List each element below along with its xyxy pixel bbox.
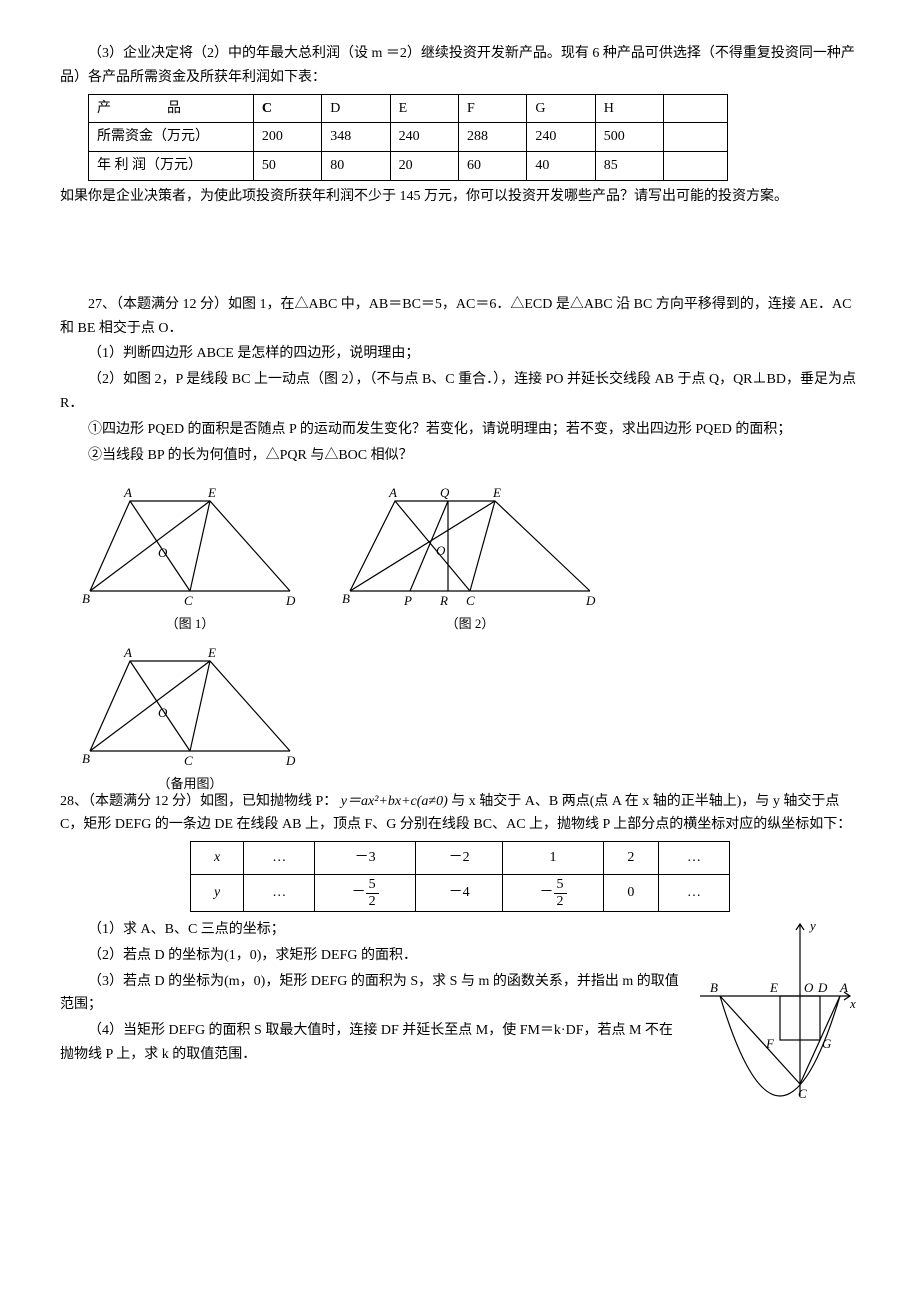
cell — [664, 94, 728, 123]
q28-figure: y x O A B D E F G C — [690, 916, 860, 1106]
cell: … — [658, 875, 729, 912]
cell: 240 — [527, 123, 595, 152]
svg-text:B: B — [82, 591, 90, 606]
svg-text:E: E — [207, 645, 216, 660]
svg-text:F: F — [765, 1036, 775, 1051]
q27-para-4: ①四边形 PQED 的面积是否随点 P 的运动而发生变化？若变化，请说明理由；若… — [60, 418, 860, 442]
q28-para-5: （4）当矩形 DEFG 的面积 S 取最大值时，连接 DF 并延长至点 M，使 … — [60, 1019, 682, 1067]
q27-para-5: ②当线段 BP 的长为何值时，△PQR 与△BOC 相似？ — [60, 444, 860, 468]
q27-figures-row-2: A E B C D O （备用图） — [80, 641, 860, 795]
cell — [664, 152, 728, 181]
svg-text:D: D — [285, 753, 296, 768]
q26-para-3: （3）企业决定将（2）中的年最大总利润（设 m ＝2）继续投资开发新产品。现有 … — [60, 42, 860, 90]
svg-text:B: B — [342, 591, 350, 606]
cell: 1 — [503, 842, 604, 875]
q28-para-2: （1）求 A、B、C 三点的坐标； — [60, 918, 682, 942]
q28-para-3: （2）若点 D 的坐标为(1，0)，求矩形 DEFG 的面积． — [60, 944, 682, 968]
q26-table: 产 品 C D E F G H 所需资金（万元） 200 348 240 288… — [88, 94, 728, 181]
q27-figure-3: A E B C D O — [80, 641, 300, 771]
svg-text:O: O — [158, 545, 168, 560]
table-row: 年 利 润（万元） 50 80 20 60 40 85 — [89, 152, 728, 181]
cell: C — [253, 94, 321, 123]
cell: 50 — [253, 152, 321, 181]
formula: y＝ax²+bx+c(a≠0) — [341, 794, 448, 809]
cell: －2 — [416, 842, 503, 875]
cell: … — [244, 875, 315, 912]
cell: … — [658, 842, 729, 875]
cell: 60 — [459, 152, 527, 181]
table-row: y … －52 －4 －52 0 … — [191, 875, 730, 912]
figure-caption: （图 2） — [446, 613, 495, 635]
cell: 20 — [390, 152, 458, 181]
svg-text:A: A — [123, 645, 132, 660]
svg-text:O: O — [436, 543, 446, 558]
svg-text:C: C — [184, 753, 193, 768]
table-row: 所需资金（万元） 200 348 240 288 240 500 — [89, 123, 728, 152]
q27-para-3: （2）如图 2，P 是线段 BC 上一动点（图 2），（不与点 B、C 重合．）… — [60, 368, 860, 416]
cell: H — [595, 94, 663, 123]
svg-text:D: D — [285, 593, 296, 608]
q28-para-1: 28、（本题满分 12 分）如图，已知抛物线 P： y＝ax²+bx+c(a≠0… — [60, 790, 860, 838]
cell: －52 — [503, 875, 604, 912]
cell: 0 — [603, 875, 658, 912]
cell — [664, 123, 728, 152]
cell: D — [322, 94, 390, 123]
q27-para-1: 27、（本题满分 12 分）如图 1，在△ABC 中，AB＝BC＝5，AC＝6．… — [60, 293, 860, 341]
svg-text:x: x — [849, 996, 856, 1011]
q27-para-2: （1）判断四边形 ABCE 是怎样的四边形，说明理由； — [60, 342, 860, 366]
svg-text:P: P — [403, 593, 412, 608]
q27-figure-1: A E B C D O — [80, 481, 300, 611]
svg-text:Q: Q — [440, 485, 450, 500]
svg-text:A: A — [123, 485, 132, 500]
cell: 200 — [253, 123, 321, 152]
svg-text:C: C — [184, 593, 193, 608]
cell: … — [244, 842, 315, 875]
cell: x — [191, 842, 244, 875]
cell: 2 — [603, 842, 658, 875]
cell: 240 — [390, 123, 458, 152]
cell: －3 — [315, 842, 416, 875]
q28-para-4: （3）若点 D 的坐标为(m，0)，矩形 DEFG 的面积为 S，求 S 与 m… — [60, 970, 682, 1018]
svg-text:O: O — [804, 980, 814, 995]
cell: 80 — [322, 152, 390, 181]
spacer — [60, 211, 860, 291]
svg-text:B: B — [710, 980, 718, 995]
cell: y — [191, 875, 244, 912]
cell: F — [459, 94, 527, 123]
svg-text:y: y — [808, 918, 816, 933]
cell: G — [527, 94, 595, 123]
svg-text:G: G — [822, 1036, 832, 1051]
cell: 348 — [322, 123, 390, 152]
table-row: 产 品 C D E F G H — [89, 94, 728, 123]
cell: 40 — [527, 152, 595, 181]
svg-text:B: B — [82, 751, 90, 766]
q28-table: x … －3 －2 1 2 … y … －52 －4 －52 0 … — [190, 841, 730, 912]
svg-text:C: C — [466, 593, 475, 608]
q26-para-4: 如果你是企业决策者，为使此项投资所获年利润不少于 145 万元，你可以投资开发哪… — [60, 185, 860, 209]
q27-figure-2: A Q E B P R C D O — [340, 481, 600, 611]
svg-text:O: O — [158, 705, 168, 720]
cell: 产 品 — [89, 94, 254, 123]
svg-text:A: A — [839, 980, 848, 995]
table-row: x … －3 －2 1 2 … — [191, 842, 730, 875]
svg-text:R: R — [439, 593, 448, 608]
cell: E — [390, 94, 458, 123]
cell: 年 利 润（万元） — [89, 152, 254, 181]
cell: 288 — [459, 123, 527, 152]
svg-text:E: E — [769, 980, 778, 995]
svg-text:E: E — [207, 485, 216, 500]
svg-text:A: A — [388, 485, 397, 500]
svg-text:C: C — [798, 1086, 807, 1101]
cell: 500 — [595, 123, 663, 152]
svg-text:D: D — [585, 593, 596, 608]
cell: 85 — [595, 152, 663, 181]
text: 28、（本题满分 12 分）如图，已知抛物线 P： — [60, 794, 337, 809]
cell: 所需资金（万元） — [89, 123, 254, 152]
svg-text:D: D — [817, 980, 828, 995]
cell: －52 — [315, 875, 416, 912]
q27-figures-row-1: A E B C D O （图 1） A Q E B P — [80, 481, 860, 635]
cell: －4 — [416, 875, 503, 912]
svg-text:E: E — [492, 485, 501, 500]
figure-caption: （图 1） — [166, 613, 215, 635]
